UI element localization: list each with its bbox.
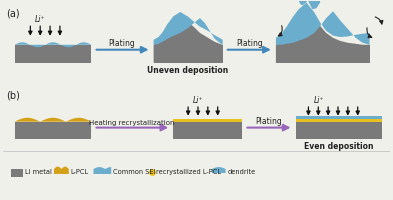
Text: Common SEI: Common SEI: [113, 169, 156, 175]
Polygon shape: [276, 3, 369, 45]
Polygon shape: [54, 167, 69, 174]
Polygon shape: [276, 11, 369, 63]
Polygon shape: [94, 167, 111, 174]
Polygon shape: [294, 0, 309, 5]
Bar: [296, 122, 382, 139]
Text: Plating: Plating: [109, 39, 136, 48]
Bar: [11, 169, 24, 177]
Text: Li⁺: Li⁺: [313, 96, 324, 105]
Polygon shape: [307, 0, 320, 9]
Bar: [276, 45, 369, 63]
Text: Even deposition: Even deposition: [304, 142, 374, 151]
Text: dendrite: dendrite: [228, 169, 256, 175]
Text: recrystallized L-PCL: recrystallized L-PCL: [156, 169, 220, 175]
Bar: [173, 122, 242, 139]
Text: Heating recrystallization: Heating recrystallization: [89, 120, 174, 126]
Text: (b): (b): [6, 90, 20, 100]
Text: Plating: Plating: [255, 117, 282, 126]
Bar: [296, 119, 382, 122]
Text: L-PCL: L-PCL: [71, 169, 89, 175]
Polygon shape: [154, 12, 222, 45]
Bar: [15, 45, 92, 63]
Polygon shape: [212, 167, 226, 173]
Bar: [173, 119, 242, 122]
Text: Li⁺: Li⁺: [193, 96, 204, 105]
Polygon shape: [15, 42, 92, 47]
Text: (a): (a): [6, 8, 19, 18]
Text: Plating: Plating: [236, 39, 263, 48]
Bar: [154, 45, 222, 63]
Text: Li⁺: Li⁺: [35, 15, 46, 24]
Bar: [15, 122, 92, 139]
Text: Li metal: Li metal: [26, 169, 52, 175]
Polygon shape: [15, 118, 92, 122]
Bar: [296, 116, 382, 119]
Text: Uneven deposition: Uneven deposition: [147, 66, 229, 75]
Polygon shape: [154, 18, 222, 63]
